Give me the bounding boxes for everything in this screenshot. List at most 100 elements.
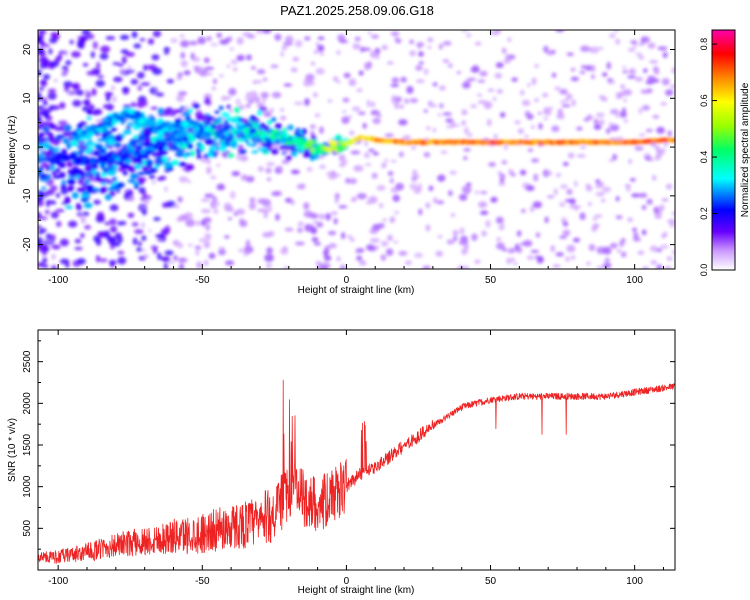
spectrogram-cell xyxy=(409,183,418,190)
spectrogram-cell xyxy=(265,162,276,166)
spectrogram-cell xyxy=(50,158,55,166)
spectrogram-cell xyxy=(280,51,284,57)
spectrogram-cell xyxy=(436,200,445,205)
spectrogram-cell xyxy=(591,225,597,233)
spectrogram-cell xyxy=(672,249,675,255)
spectrogram-cell xyxy=(266,177,272,182)
spectrogram-cell xyxy=(559,88,568,95)
spectrogram-cell xyxy=(615,196,620,202)
spectrogram-cell xyxy=(79,149,85,154)
spectrogram-cell xyxy=(619,240,625,248)
spectrogram-cell xyxy=(236,55,245,62)
spectrogram-cell xyxy=(531,77,537,86)
spectrogram-cell xyxy=(39,216,48,220)
spectrogram-cell xyxy=(166,78,175,84)
spectrogram-cell xyxy=(113,135,123,142)
spectrogram-cell xyxy=(641,36,646,44)
spectrogram-cell xyxy=(585,185,593,192)
spectrogram-cell xyxy=(258,147,268,151)
spectrogram-cell xyxy=(171,159,179,166)
spectrogram-cell xyxy=(638,55,644,60)
spectrogram-cell xyxy=(38,236,43,244)
spectrogram-cell xyxy=(38,91,42,97)
spectrogram-cell xyxy=(38,225,42,229)
spectrogram-cell xyxy=(399,104,404,109)
spectrogram-cell xyxy=(561,104,571,108)
spectrogram-cell xyxy=(59,102,66,110)
spectrogram-cell xyxy=(122,109,128,116)
spectrogram-cell xyxy=(553,187,558,196)
spectrogram-cell xyxy=(661,77,670,86)
spectrogram-cell xyxy=(145,164,153,169)
spectrogram-cell xyxy=(156,134,164,141)
spectrogram-cell xyxy=(100,172,107,177)
spectrogram-cell xyxy=(384,158,389,162)
spectrogram-cell xyxy=(59,258,70,265)
spectrogram-cell xyxy=(477,79,486,83)
spectrogram-cell xyxy=(117,250,125,255)
spectrogram-cell xyxy=(38,111,41,117)
spectrogram-cell xyxy=(390,31,400,36)
spectrogram-ridge-cell xyxy=(113,152,120,158)
spectrogram-cell xyxy=(38,132,46,137)
spectrogram-cell xyxy=(330,211,338,216)
spectrogram-cell xyxy=(83,202,93,209)
spectrogram-cell xyxy=(461,120,466,126)
spectrogram-cell xyxy=(212,78,218,85)
spectrogram-cell xyxy=(106,180,115,185)
spectrogram-cell xyxy=(163,109,171,116)
spectrogram-cell xyxy=(164,186,168,192)
spectrogram-cell xyxy=(645,80,655,85)
spectrogram-cell xyxy=(628,159,633,164)
spectrogram-cell xyxy=(122,104,131,110)
spectrogram-cell xyxy=(107,139,115,145)
spectrogram-cell xyxy=(506,257,512,265)
spectrogram-peak xyxy=(568,140,575,144)
spectrogram-cell xyxy=(172,123,181,129)
spectrogram-cell xyxy=(411,146,416,150)
spectrogram-cell xyxy=(102,169,108,173)
spectrogram-cell xyxy=(107,186,116,192)
spectrogram-frame xyxy=(37,29,676,270)
spectrogram-cell xyxy=(280,108,285,112)
spectrogram-cell xyxy=(70,139,78,145)
spectrogram-cell xyxy=(133,180,139,186)
spectrogram-cell xyxy=(105,121,112,126)
spectrogram-cell xyxy=(61,65,69,71)
spectrogram-cell xyxy=(623,118,628,123)
spectrogram-cell xyxy=(45,166,51,172)
spectrogram-cell xyxy=(543,117,549,121)
spectrogram-cell xyxy=(198,238,206,242)
spectrogram-cell xyxy=(228,35,233,42)
spectrogram-cell xyxy=(51,253,56,260)
spectrogram-cell xyxy=(356,88,363,93)
spectrogram-cell xyxy=(226,64,231,68)
spectrogram-cell xyxy=(154,156,164,161)
spectrogram-cell xyxy=(665,89,674,96)
spectrogram-cell xyxy=(253,140,259,144)
spectrogram-cell xyxy=(380,254,387,262)
spectrogram-cell xyxy=(382,218,387,222)
spectrogram-cell xyxy=(41,186,47,190)
spectrogram-cell xyxy=(39,261,45,268)
spectrogram-cell xyxy=(297,221,304,227)
spectrogram-cell xyxy=(82,62,89,67)
spectrogram-cell xyxy=(638,133,646,137)
spectrogram-cell xyxy=(84,172,91,177)
spectrogram-cell xyxy=(194,245,202,251)
spectrogram-cell xyxy=(261,125,270,130)
spectrogram-cell xyxy=(389,177,394,184)
spectrogram-cell xyxy=(84,150,90,154)
figure-title: PAZ1.2025.258.09.06.G18 xyxy=(280,3,434,18)
spectrogram-cell xyxy=(450,121,456,128)
spectrogram-cell xyxy=(282,127,288,134)
spectrogram-cell xyxy=(78,171,88,177)
spectrogram-cell xyxy=(362,122,367,129)
spectrogram-cell xyxy=(521,101,531,107)
spectrogram-cell xyxy=(652,114,660,119)
spectrogram-cell xyxy=(386,61,394,65)
spectrogram-cell xyxy=(218,249,226,256)
spectrogram-cell xyxy=(227,217,232,221)
spectrogram-cell xyxy=(177,72,184,77)
spectrogram-cell xyxy=(216,116,223,123)
